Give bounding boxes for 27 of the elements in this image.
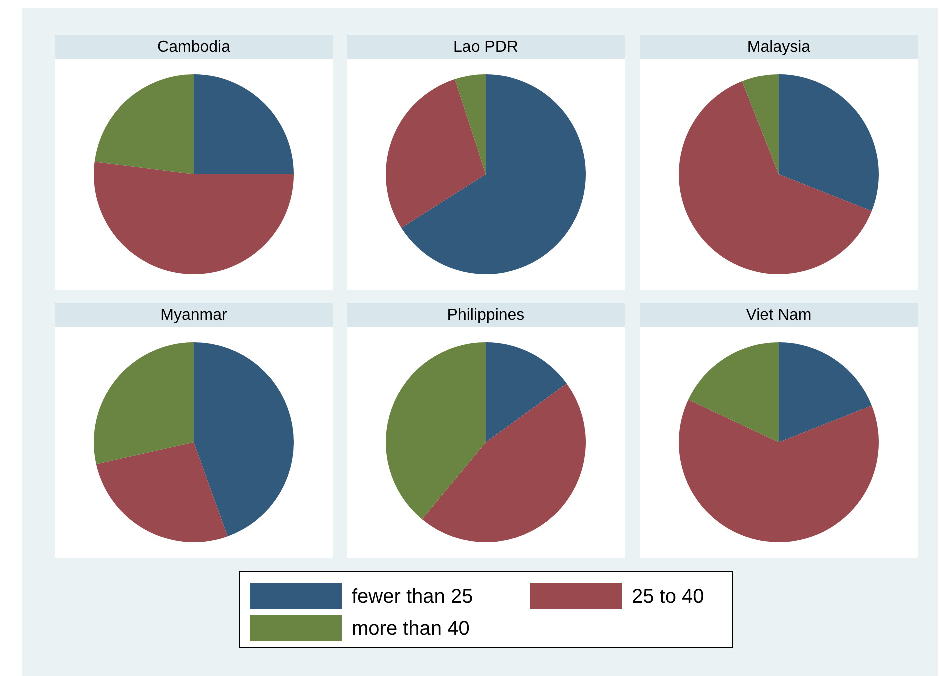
- pie-slice: [486, 342, 567, 442]
- legend-label: 25 to 40: [632, 586, 704, 608]
- pie-slice: [779, 74, 879, 212]
- chart-title: Cambodia: [158, 39, 231, 56]
- pie-slice: [194, 74, 294, 174]
- pie-slice: [386, 79, 486, 228]
- pie-slice: [455, 74, 486, 174]
- pie-slice: [779, 342, 872, 442]
- chart-title: Lao PDR: [454, 39, 518, 56]
- pie-slice: [194, 342, 294, 537]
- pie-slice: [688, 342, 779, 442]
- pie-slice: [422, 384, 586, 542]
- pie-slice: [94, 162, 294, 274]
- pie-slice: [94, 74, 194, 174]
- pie-slice: [96, 442, 228, 542]
- pie-slice: [679, 82, 872, 274]
- chart-title: Viet Nam: [746, 307, 812, 324]
- pie-slice: [386, 342, 486, 520]
- chart-title: Malaysia: [747, 39, 811, 56]
- pie-slice: [94, 342, 194, 464]
- pie-slice: [679, 400, 879, 542]
- legend-label: more than 40: [352, 618, 470, 640]
- pie-slice: [402, 74, 586, 274]
- chart-title: Philippines: [447, 307, 525, 324]
- chart-title: Myanmar: [160, 307, 228, 324]
- legend-label: fewer than 25: [352, 586, 474, 608]
- pie-slice: [742, 74, 779, 174]
